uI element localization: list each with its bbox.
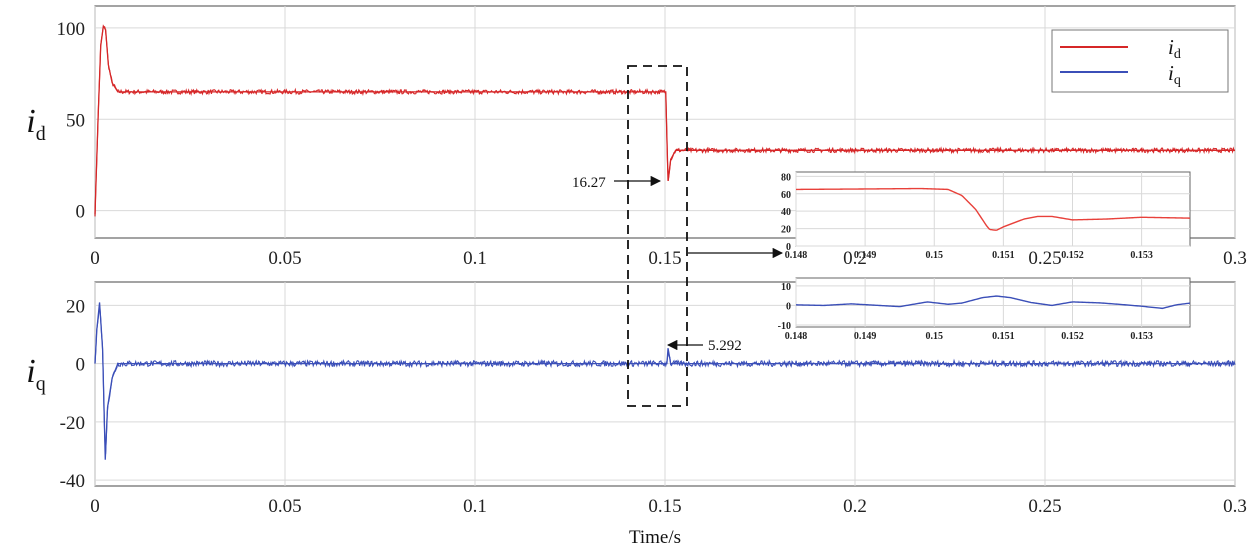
- id-y-tick-label: 0: [76, 202, 86, 223]
- id-zoom-y-ticks: 0 20 40 60 80: [781, 172, 791, 253]
- iq-zoom-grid: [795, 278, 1190, 327]
- iq-zoom-x-ticks: 0.148 0.149 0.15 0.151 0.152 0.153: [785, 331, 1153, 342]
- id-zoom-x-tick-label: 0.153: [1130, 250, 1153, 261]
- id-x-tick-label: 0.15: [648, 248, 681, 269]
- id-zoom-y-tick-label: 80: [781, 172, 791, 183]
- iq-y-label: iq: [26, 353, 45, 395]
- iq-x-tick-label: 0.25: [1028, 496, 1061, 517]
- iq-series-peaks: [94, 302, 1235, 460]
- legend-box: [1051, 29, 1229, 93]
- id-zoom-x-ticks: 0.148 0.149 0.15 0.151 0.152 0.153: [785, 250, 1153, 261]
- iq-series-line: [94, 305, 1236, 455]
- iq-y-tick-label: -40: [60, 471, 85, 492]
- iq-zoom-x-tick-label: 0.153: [1130, 331, 1153, 342]
- id-zoom-x-tick-label: 0.15: [925, 250, 943, 261]
- iq-x-tick-label: 0.3: [1223, 496, 1247, 517]
- id-x-tick-label: 0.1: [463, 248, 487, 269]
- id-y-tick-label: 100: [57, 19, 86, 40]
- id-zoom-y-tick-label: 60: [781, 190, 791, 201]
- iq-y-tick-label: 0: [76, 355, 86, 376]
- id-y-label: id: [26, 103, 45, 145]
- iq-zoom-y-tick-label: 10: [781, 282, 791, 293]
- legend-label-id: id: [1168, 35, 1181, 62]
- iq-zoom-x-tick-label: 0.152: [1061, 331, 1084, 342]
- id-zoom-x-tick-label: 0.151: [992, 250, 1015, 261]
- id-y-tick-label: 50: [66, 110, 85, 131]
- iq-zoom-lines: [795, 295, 1191, 310]
- id-plot: 0 0.05 0.1 0.15 0.2 0.25 0.3 0 50 100: [57, 5, 1247, 269]
- legend: id iq: [1051, 29, 1229, 93]
- iq-zoom-y-tick-label: 0: [786, 301, 791, 312]
- legend-label-iq: iq: [1168, 61, 1181, 88]
- id-zoom-x-tick-label: 0.152: [1061, 250, 1084, 261]
- id-lines: [94, 24, 1236, 217]
- id-zoom-lines: [795, 187, 1191, 231]
- max-iq-annotation: 5.292: [708, 338, 742, 354]
- id-zoom-y-tick-label: 0: [786, 242, 791, 253]
- id-x-tick-label: 0.05: [268, 248, 301, 269]
- iq-x-tick-label: 0.2: [843, 496, 867, 517]
- iq-y-tick-label: 20: [66, 296, 85, 317]
- id-zoom-x-tick-label: 0.149: [854, 250, 877, 261]
- id-zoom-x-tick-label: 0.148: [785, 250, 808, 261]
- iq-zoom-x-tick-label: 0.15: [925, 331, 943, 342]
- iq-x-tick-label: 0: [90, 496, 100, 517]
- iq-zoom-x-tick-label: 0.151: [992, 331, 1015, 342]
- id-zoom-y-tick-label: 20: [781, 225, 791, 236]
- iq-zoom-y-tick-label: -10: [778, 321, 791, 332]
- id-zoom-frame: [795, 171, 1191, 247]
- iq-zoom-x-tick-label: 0.149: [854, 331, 877, 342]
- iq-zoom-series-line: [795, 295, 1191, 310]
- x-axis-title: Time/s: [629, 527, 681, 548]
- id-x-tick-label: 0.2: [843, 248, 867, 269]
- iq-zoom-plot: 0.148 0.149 0.15 0.151 0.152 0.153 -10 0 10: [778, 277, 1191, 342]
- id-y-ticks: 0 50 100: [57, 19, 86, 223]
- min-id-annotation: 16.27: [572, 175, 606, 191]
- iq-x-tick-label: 0.1: [463, 496, 487, 517]
- id-series-peaks: [94, 24, 1235, 215]
- id-x-tick-label: 0.25: [1028, 248, 1061, 269]
- iq-y-ticks: -40 -20 0 20: [60, 296, 85, 492]
- iq-zoom-x-tick-label: 0.148: [785, 331, 808, 342]
- iq-x-tick-label: 0.15: [648, 496, 681, 517]
- id-x-tick-label: 0: [90, 248, 100, 269]
- iq-lines: [94, 302, 1236, 460]
- id-x-ticks: 0 0.05 0.1 0.15 0.2 0.25 0.3: [90, 248, 1247, 269]
- id-zoom-y-tick-label: 40: [781, 207, 791, 218]
- iq-y-tick-label: -20: [60, 413, 85, 434]
- id-zoom-grid: [795, 172, 1190, 247]
- iq-x-ticks: 0 0.05 0.1 0.15 0.2 0.25 0.3: [90, 496, 1247, 517]
- id-zoom-plot: 0.148 0.149 0.15 0.151 0.152 0.153 0 20 40 60 80: [781, 171, 1191, 261]
- iq-x-tick-label: 0.05: [268, 496, 301, 517]
- id-x-tick-label: 0.3: [1223, 248, 1247, 269]
- zoom-region-box: [627, 65, 688, 407]
- iq-zoom-y-ticks: -10 0 10: [778, 282, 791, 332]
- id-zoom-series-line: [795, 187, 1191, 231]
